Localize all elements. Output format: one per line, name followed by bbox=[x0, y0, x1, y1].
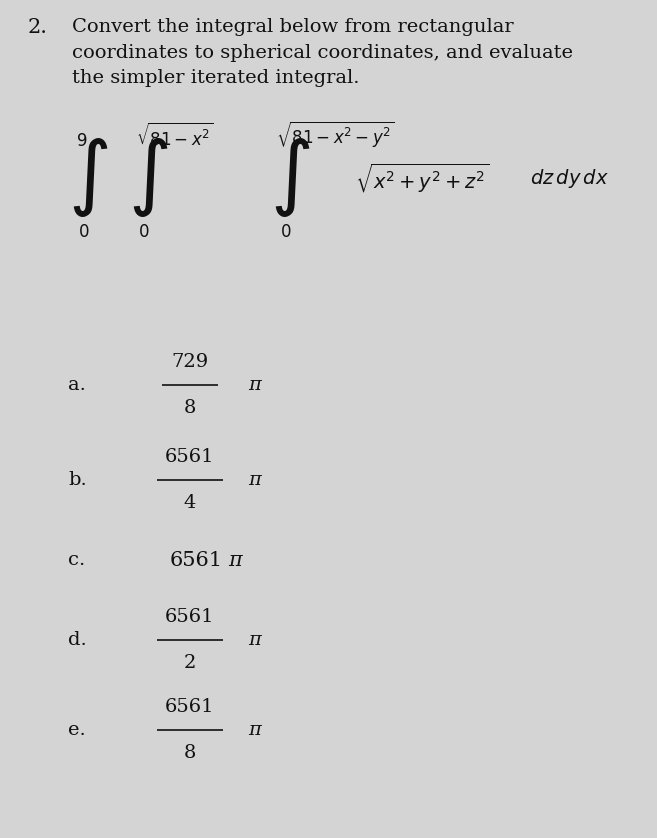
Text: 8: 8 bbox=[184, 399, 196, 417]
Text: $0$: $0$ bbox=[280, 224, 292, 241]
Text: 2.: 2. bbox=[28, 18, 48, 37]
Text: π: π bbox=[248, 721, 261, 739]
Text: b.: b. bbox=[68, 471, 87, 489]
Text: $0$: $0$ bbox=[138, 224, 149, 241]
Text: $\int$: $\int$ bbox=[270, 137, 310, 219]
Text: e.: e. bbox=[68, 721, 86, 739]
Text: $0$: $0$ bbox=[78, 224, 89, 241]
Text: $\int$: $\int$ bbox=[68, 137, 108, 219]
Text: d.: d. bbox=[68, 631, 87, 649]
Text: 6561: 6561 bbox=[166, 448, 215, 466]
Text: $\sqrt{x^2+y^2+z^2}$: $\sqrt{x^2+y^2+z^2}$ bbox=[355, 162, 489, 194]
Text: 6561: 6561 bbox=[166, 608, 215, 626]
Text: Convert the integral below from rectangular
coordinates to spherical coordinates: Convert the integral below from rectangu… bbox=[72, 18, 573, 87]
Text: 729: 729 bbox=[171, 353, 209, 371]
Text: 4: 4 bbox=[184, 494, 196, 512]
Text: 2: 2 bbox=[184, 654, 196, 672]
Text: π: π bbox=[248, 631, 261, 649]
Text: $\sqrt{81-x^2}$: $\sqrt{81-x^2}$ bbox=[136, 122, 214, 150]
Text: π: π bbox=[248, 471, 261, 489]
Text: π: π bbox=[228, 551, 242, 570]
Text: π: π bbox=[248, 376, 261, 394]
Text: $\int$: $\int$ bbox=[128, 137, 168, 219]
Text: $9$: $9$ bbox=[76, 133, 87, 150]
Text: 8: 8 bbox=[184, 744, 196, 762]
Text: c.: c. bbox=[68, 551, 85, 569]
Text: $\sqrt{81-x^2-y^2}$: $\sqrt{81-x^2-y^2}$ bbox=[276, 120, 395, 150]
Text: a.: a. bbox=[68, 376, 86, 394]
Text: 6561: 6561 bbox=[170, 551, 223, 570]
Text: 6561: 6561 bbox=[166, 698, 215, 716]
Text: $dz\,dy\,dx$: $dz\,dy\,dx$ bbox=[530, 167, 609, 189]
